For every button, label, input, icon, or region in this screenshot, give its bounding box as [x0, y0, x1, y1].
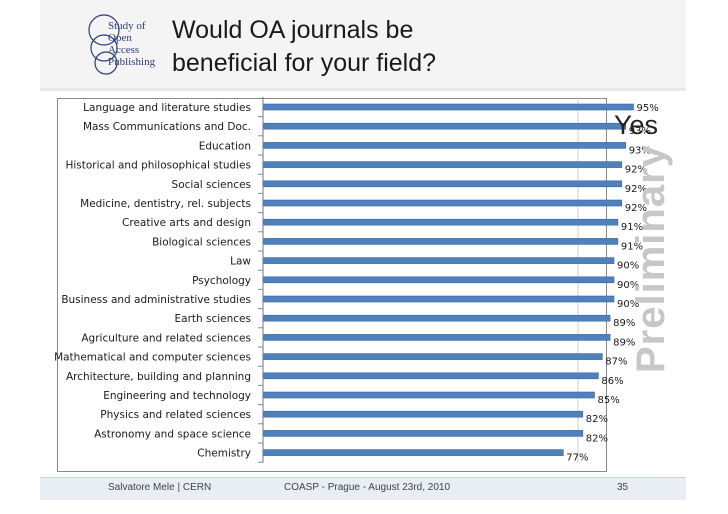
category-label: Mathematical and computer sciences: [54, 352, 251, 364]
bar: [262, 161, 623, 168]
bar: [262, 334, 611, 341]
data-label: 93%: [629, 126, 651, 137]
category-label: Mass Communications and Doc.: [83, 121, 251, 133]
bar: [262, 142, 627, 149]
bar: [262, 122, 627, 130]
page-number: 35: [617, 482, 629, 493]
category-label: Language and literature studies: [83, 102, 251, 114]
footer-event: COASP - Prague - August 23rd, 2010: [284, 482, 451, 493]
data-label: 77%: [566, 453, 588, 464]
data-label: 82%: [586, 414, 608, 425]
footer-band: [40, 477, 686, 500]
data-label: 90%: [617, 299, 639, 310]
data-label: 95%: [637, 103, 659, 114]
category-label: Astronomy and space science: [94, 428, 251, 440]
category-label: Business and administrative studies: [61, 294, 251, 306]
bar: [262, 391, 595, 399]
data-label: 91%: [621, 222, 643, 233]
yes-label: Yes: [614, 110, 659, 140]
data-label: 89%: [613, 318, 635, 329]
category-label: Agriculture and related sciences: [81, 332, 251, 344]
data-label: 92%: [625, 165, 647, 176]
bar: [262, 276, 615, 284]
bar: [262, 410, 584, 418]
logo-line: Access: [108, 44, 140, 56]
footer-author: Salvatore Mele | CERN: [108, 482, 212, 493]
category-label: Physics and related sciences: [100, 409, 251, 421]
data-label: 90%: [617, 261, 639, 272]
bar: [262, 238, 619, 245]
category-label: Earth sciences: [175, 313, 251, 325]
category-label: Law: [230, 256, 251, 268]
category-label: Education: [199, 140, 251, 152]
bar: [262, 199, 623, 207]
logo-line: Open: [108, 32, 132, 44]
category-label: Social sciences: [172, 179, 251, 191]
header-band: [40, 0, 686, 88]
category-label: Chemistry: [197, 448, 251, 460]
data-label: 86%: [601, 376, 623, 387]
data-label: 92%: [625, 184, 647, 195]
header-divider: [40, 88, 686, 91]
category-label: Engineering and technology: [103, 390, 251, 402]
category-label: Creative arts and design: [122, 217, 251, 229]
bar: [262, 372, 599, 380]
data-label: 92%: [625, 203, 647, 214]
logo-line: Publishing: [108, 56, 156, 68]
category-label: Medicine, dentistry, rel. subjects: [80, 198, 251, 210]
category-label: Architecture, building and planning: [66, 371, 251, 383]
data-label: 89%: [613, 337, 635, 348]
bar: [262, 257, 615, 264]
bar: [262, 314, 611, 322]
bar: [262, 218, 619, 226]
category-label: Biological sciences: [152, 236, 251, 248]
data-label: 87%: [605, 357, 627, 368]
preliminary-watermark: Preliminary: [629, 144, 673, 373]
data-label: 93%: [629, 145, 651, 156]
bar: [262, 430, 584, 437]
category-label: Historical and philosophical studies: [65, 160, 251, 172]
category-label: Psychology: [192, 275, 251, 287]
logo-icon: [88, 14, 120, 75]
bar: [262, 353, 603, 360]
logo-line: Study of: [108, 20, 146, 32]
title-line-1: Would OA journals be: [172, 16, 414, 44]
bar: [262, 103, 634, 111]
bar: [262, 180, 623, 188]
chart-frame: [57, 98, 607, 472]
bar: [262, 295, 615, 303]
data-label: 85%: [598, 395, 620, 406]
title-line-2: beneficial for your field?: [172, 49, 437, 77]
bar: [262, 449, 564, 456]
data-label: 91%: [621, 241, 643, 252]
page-title: Would OA journals be beneficial for your…: [172, 14, 532, 80]
data-label: 82%: [586, 433, 608, 444]
logo-text: Study of Open Access Publishing: [108, 20, 155, 68]
data-label: 90%: [617, 280, 639, 291]
